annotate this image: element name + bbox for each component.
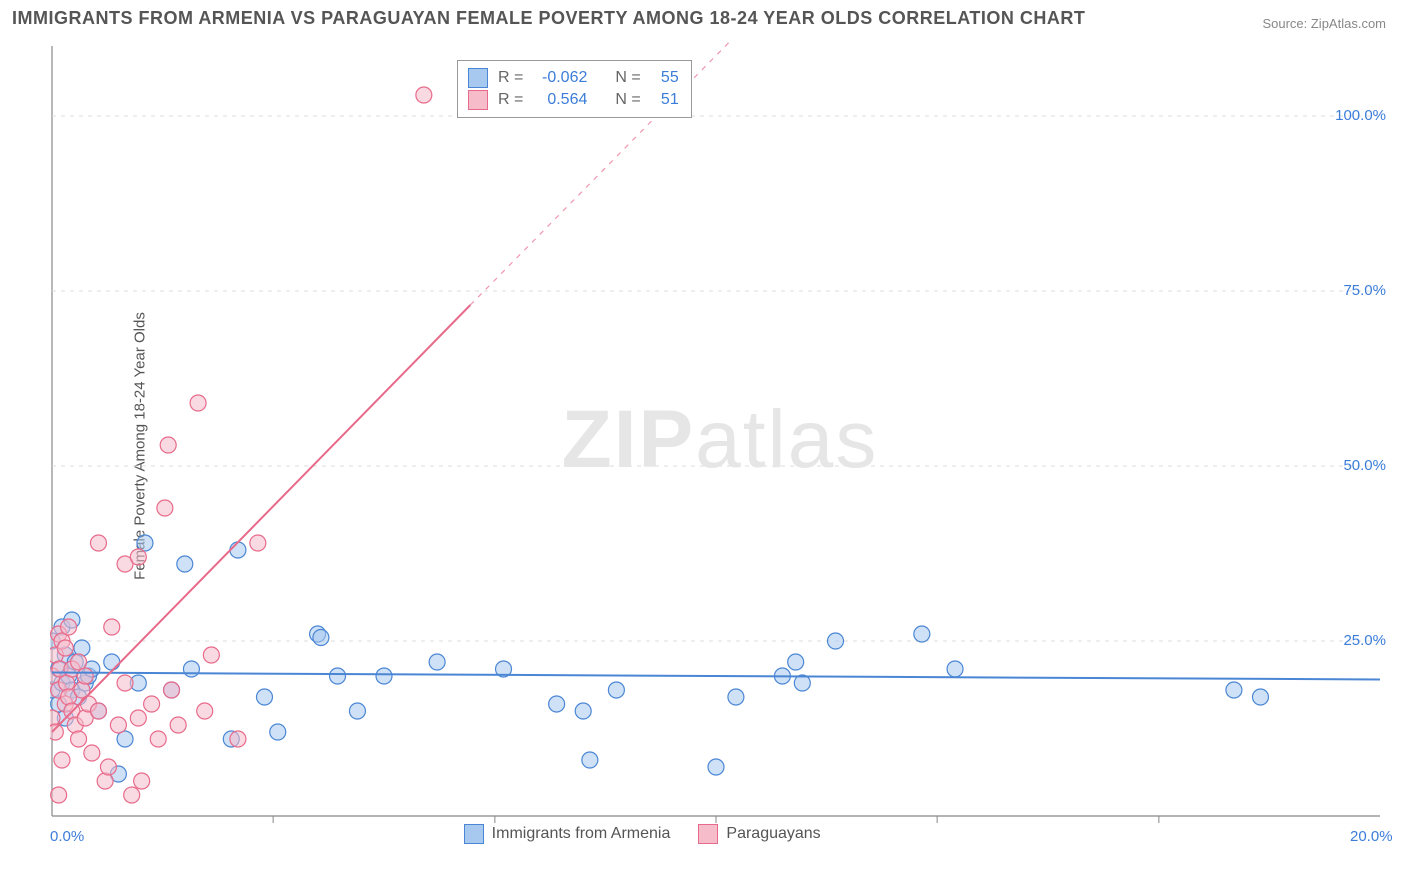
legend-swatch [698,824,718,844]
r-label: R = [498,89,523,111]
y-tick-label: 50.0% [1343,457,1386,474]
legend-label: Immigrants from Armenia [492,825,671,843]
source-attribution: Source: ZipAtlas.com [1262,16,1386,31]
y-tick-label: 100.0% [1335,107,1386,124]
n-label: N = [615,67,640,89]
r-value: 0.564 [533,89,587,111]
legend-swatch [468,90,488,110]
legend-swatch [468,68,488,88]
n-label: N = [615,89,640,111]
legend-item: Paraguayans [698,824,820,844]
stats-legend: R = -0.062 N = 55 R = 0.564 N = 51 [457,60,692,118]
x-tick-label: 0.0% [50,828,84,845]
chart-title: IMMIGRANTS FROM ARMENIA VS PARAGUAYAN FE… [12,8,1085,29]
x-tick-label: 20.0% [1350,828,1393,845]
chart-area: ZIPatlas R =-0.062N =55R =0.564N =51 Imm… [50,40,1390,840]
stats-legend-row: R = 0.564 N = 51 [468,89,679,111]
scatter-plot-svg [50,40,1390,840]
legend-item: Immigrants from Armenia [464,824,671,844]
r-label: R = [498,67,523,89]
n-value: 51 [651,89,679,111]
n-value: 55 [651,67,679,89]
y-tick-label: 25.0% [1343,632,1386,649]
stats-legend-row: R = -0.062 N = 55 [468,67,679,89]
y-tick-label: 75.0% [1343,282,1386,299]
legend-label: Paraguayans [726,825,820,843]
series-legend: Immigrants from Armenia Paraguayans [464,824,821,844]
r-value: -0.062 [533,67,587,89]
legend-swatch [464,824,484,844]
